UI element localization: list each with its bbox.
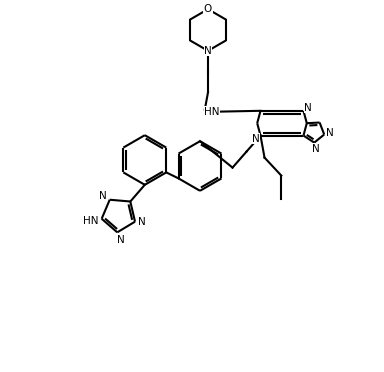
- Text: N: N: [326, 128, 334, 138]
- Text: N: N: [305, 103, 312, 113]
- Text: N: N: [252, 134, 260, 144]
- Text: HN: HN: [204, 107, 220, 116]
- Text: O: O: [204, 4, 212, 14]
- Text: N: N: [312, 144, 320, 154]
- Text: N: N: [204, 46, 212, 56]
- Text: N: N: [99, 191, 106, 201]
- Text: N: N: [118, 234, 125, 244]
- Text: N: N: [138, 217, 146, 227]
- Text: HN: HN: [83, 216, 98, 226]
